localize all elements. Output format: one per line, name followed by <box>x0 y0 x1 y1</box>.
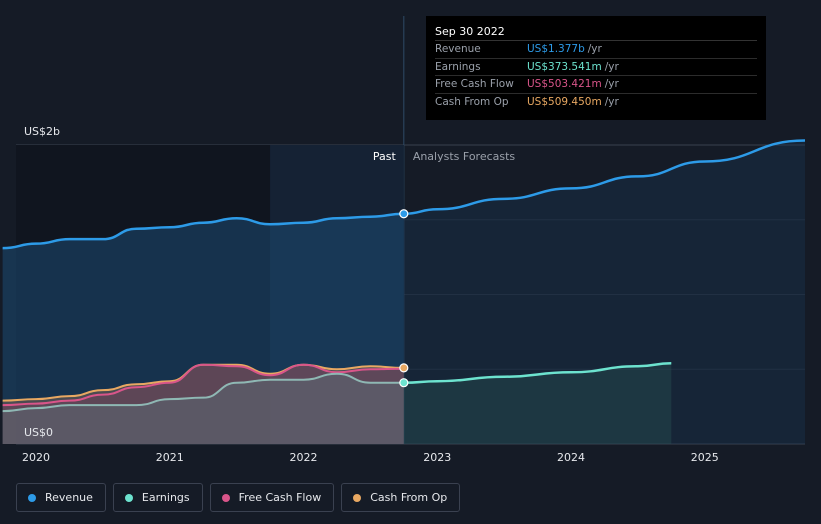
tooltip-row-cash-from-op: Cash From Op US$509.450m /yr <box>435 94 757 112</box>
x-tick-label: 2021 <box>156 451 184 464</box>
cash-from-op-area <box>2 364 404 444</box>
axis-labels: US$2b US$0 2020 2021 2022 2023 2024 2025 Past Ana… <box>22 125 719 464</box>
legend-label: Cash From Op <box>370 491 448 504</box>
hover-markers <box>399 209 409 388</box>
legend-label: Earnings <box>141 491 190 504</box>
cash-from-op-marker <box>399 363 409 373</box>
tooltip-value: US$509.450m <box>527 95 602 108</box>
chart-legend: Revenue Earnings Free Cash Flow Cash Fro… <box>16 483 461 512</box>
earnings-marker <box>399 378 409 388</box>
tooltip-label: Earnings <box>435 60 481 73</box>
legend-item-free-cash-flow[interactable]: Free Cash Flow <box>209 483 335 512</box>
earnings-forecast-line <box>403 362 672 384</box>
tooltip-row-free-cash-flow: Free Cash Flow US$503.421m /yr <box>435 76 757 94</box>
x-tick-label: 2023 <box>423 451 451 464</box>
x-tick-label: 2020 <box>22 451 50 464</box>
y-tick-label: US$2b <box>24 125 60 138</box>
tooltip-unit: /yr <box>604 60 619 73</box>
legend-item-cash-from-op[interactable]: Cash From Op <box>341 483 461 512</box>
free-cash-flow-area <box>2 364 404 444</box>
tooltip-label: Free Cash Flow <box>435 78 514 90</box>
legend-item-earnings[interactable]: Earnings <box>112 483 203 512</box>
tooltip-row-earnings: Earnings US$373.541m /yr <box>435 59 757 76</box>
tooltip-value: US$503.421m <box>527 78 602 90</box>
data-tooltip: Sep 30 2022 Revenue US$1.377b /yr Earnin… <box>426 16 766 120</box>
tooltip-unit: /yr <box>604 78 619 90</box>
tooltip-value: US$1.377b <box>527 43 585 55</box>
legend-item-revenue[interactable]: Revenue <box>16 483 106 512</box>
legend-label: Revenue <box>45 491 93 504</box>
x-tick-label: 2024 <box>557 451 585 464</box>
legend-label: Free Cash Flow <box>238 491 322 504</box>
free-cash-flow-line <box>2 363 404 407</box>
forecast-label: Analysts Forecasts <box>413 150 516 163</box>
earnings-past-area <box>2 373 404 444</box>
earnings-forecast-area <box>403 363 672 444</box>
tooltip-label: Cash From Op <box>435 95 509 108</box>
series-areas <box>2 140 805 444</box>
revenue-past-line <box>2 212 404 250</box>
legend-dot-icon <box>124 493 133 502</box>
tooltip-unit: /yr <box>604 95 619 108</box>
legend-dot-icon <box>221 493 230 502</box>
past-label: Past <box>373 150 397 163</box>
revenue-past-area <box>2 213 404 444</box>
legend-dot-icon <box>28 493 36 502</box>
tooltip-unit: /yr <box>587 43 602 55</box>
series-lines <box>2 139 806 413</box>
revenue-forecast-area <box>403 140 805 444</box>
tooltip-date: Sep 30 2022 <box>435 24 757 41</box>
revenue-forecast-line <box>403 139 806 216</box>
x-tick-label: 2025 <box>691 451 719 464</box>
y-tick-label: US$0 <box>24 426 53 439</box>
tooltip-label: Revenue <box>435 43 481 55</box>
earnings-past-line <box>2 372 404 413</box>
legend-dot-icon <box>353 493 362 502</box>
revenue-marker <box>399 209 409 219</box>
tooltip-value: US$373.541m <box>527 60 602 73</box>
tooltip-row-revenue: Revenue US$1.377b /yr <box>435 41 757 59</box>
x-tick-label: 2022 <box>290 451 318 464</box>
